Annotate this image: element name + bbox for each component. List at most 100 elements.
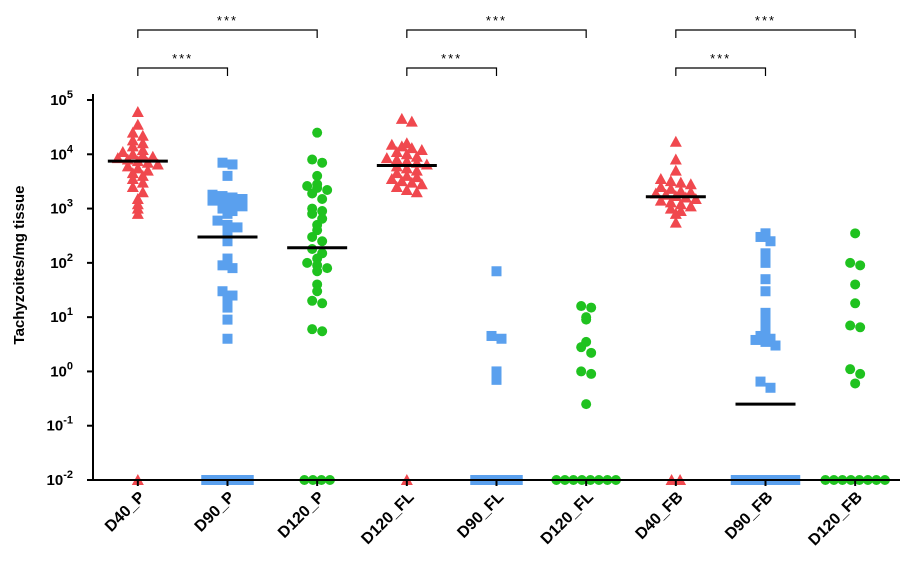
data-point-square: [760, 307, 771, 318]
significance-bracket: [137, 29, 318, 38]
median-lines: [107, 159, 796, 406]
y-axis-title: Tachyzoites/mg tissue: [11, 186, 28, 345]
x-category-label: D90_FB: [722, 489, 776, 543]
data-point-triangle: [400, 162, 413, 174]
data-point-square: [217, 286, 228, 297]
data-point-circle: [850, 228, 861, 239]
data-point-triangle: [131, 106, 144, 118]
data-point-triangle: [415, 143, 428, 155]
data-point-square: [496, 333, 507, 344]
data-point-triangle: [126, 140, 139, 152]
data-point-circle: [855, 260, 866, 271]
data-point-triangle: [674, 176, 687, 188]
data-point-triangle: [395, 175, 408, 187]
data-point-triangle: [669, 153, 682, 165]
y-tick-label: 104: [50, 143, 74, 163]
data-point-triangle: [410, 150, 423, 162]
data-point-circle: [307, 324, 318, 335]
data-point-triangle: [126, 173, 139, 185]
data-point-triangle: [410, 164, 423, 176]
data-point-circle: [312, 266, 323, 277]
data-point-triangle: [126, 126, 139, 138]
data-point-circle: [586, 368, 597, 379]
data-point-circle: [317, 298, 328, 309]
data-point-triangle: [674, 185, 687, 197]
data-point-triangle: [400, 155, 413, 167]
data-point-circle: [850, 298, 861, 309]
data-point-triangle: [664, 202, 677, 214]
data-point-triangle: [385, 138, 398, 150]
data-point-square: [227, 159, 238, 170]
data-point-square: [227, 192, 238, 203]
data-point-triangle: [664, 182, 677, 194]
data-point-square: [217, 191, 228, 202]
data-point-square: [222, 253, 233, 264]
data-point-circle: [317, 157, 328, 168]
data-point-triangle: [131, 207, 144, 219]
axes: [92, 94, 900, 481]
data-point-triangle: [684, 178, 697, 190]
data-point-triangle: [669, 207, 682, 219]
y-tick-label: 102: [50, 252, 73, 272]
data-point-triangle: [385, 173, 398, 185]
data-point-square: [217, 197, 228, 208]
significance-label: ***: [710, 51, 731, 66]
data-point-circle: [586, 302, 597, 313]
data-point-circle: [307, 208, 318, 219]
data-point-square: [217, 157, 228, 168]
data-point-triangle: [669, 164, 682, 176]
data-point-triangle: [669, 216, 682, 228]
y-tick-label: 10-2: [47, 469, 73, 489]
data-point-square: [237, 194, 248, 205]
data-point-circle: [317, 236, 328, 247]
data-point-triangle: [131, 118, 144, 130]
data-point-circle: [312, 127, 323, 138]
significance-label: ***: [755, 13, 776, 28]
data-point-square: [222, 170, 233, 181]
x-axis-ticks: D40_P D90_P D120_P D120_FL D90_FL D120_FL D40_…: [102, 480, 866, 549]
data-point-square: [222, 314, 233, 325]
data-point-triangle: [380, 152, 393, 164]
data-point-triangle: [136, 169, 149, 181]
data-point-square: [222, 228, 233, 239]
data-point-triangle: [136, 149, 149, 161]
y-tick-label: 10-1: [47, 415, 73, 435]
y-tick-label: 105: [50, 89, 73, 109]
data-point-triangle: [151, 158, 164, 170]
significance-label: ***: [486, 13, 507, 28]
data-point-square: [222, 236, 233, 247]
data-point-triangle: [689, 193, 702, 205]
data-point-triangle: [136, 186, 149, 198]
data-point-square: [207, 189, 218, 200]
significance-label: ***: [441, 51, 462, 66]
data-point-triangle: [395, 112, 408, 124]
x-category-label: D40_P: [102, 489, 149, 536]
data-point-square: [760, 336, 771, 347]
y-tick-label: 103: [50, 198, 73, 218]
data-point-triangle: [654, 194, 667, 206]
data-point-square: [222, 333, 233, 344]
data-point-circle: [312, 286, 323, 297]
data-point-circle: [850, 279, 861, 290]
data-point-square: [237, 201, 248, 212]
data-point-square: [760, 248, 771, 259]
data-point-triangle: [136, 143, 149, 155]
data-point-triangle: [410, 171, 423, 183]
data-point-square: [217, 260, 228, 271]
data-point-circle: [581, 399, 592, 410]
data-point-triangle: [654, 173, 667, 185]
significance-bracket: [675, 29, 856, 38]
data-point-circle: [317, 326, 328, 337]
data-point-circle: [581, 314, 592, 325]
data-point-circle: [845, 257, 856, 268]
data-point-triangle: [674, 198, 687, 210]
significance-bracket: [406, 29, 587, 38]
significance-bracket: [406, 67, 498, 76]
data-point-triangle: [664, 196, 677, 208]
data-point-circle: [576, 366, 587, 377]
x-category-label: D90_P: [192, 489, 239, 536]
data-point-square: [222, 208, 233, 219]
data-point-square: [760, 286, 771, 297]
data-point-circle: [317, 206, 328, 217]
